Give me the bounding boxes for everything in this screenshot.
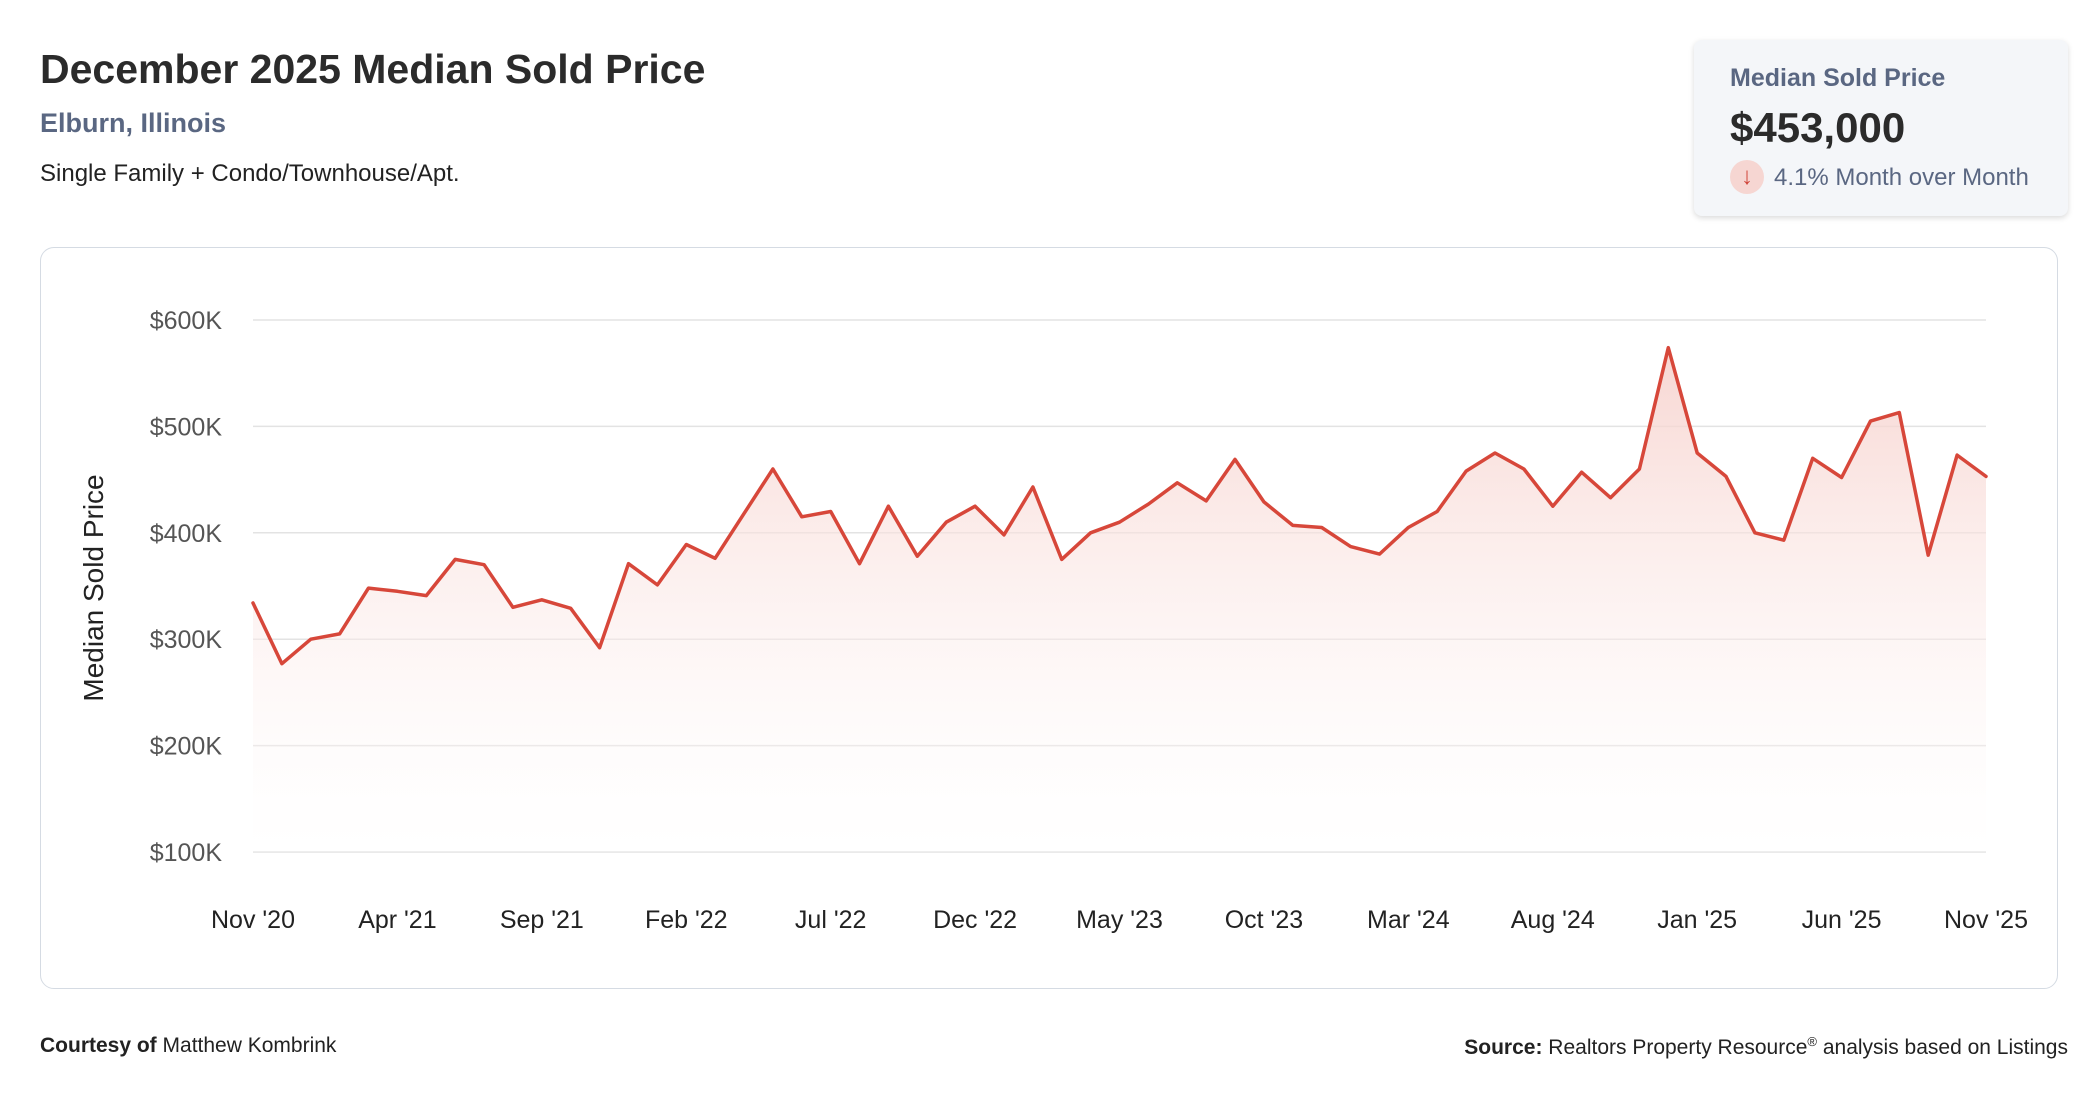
- chart-title: December 2025 Median Sold Price: [40, 46, 706, 92]
- y-tick-label: $600K: [150, 307, 223, 335]
- y-axis-label: Median Sold Price: [78, 474, 109, 701]
- courtesy-label: Courtesy of: [40, 1034, 157, 1057]
- location-subtitle: Elburn, Illinois: [40, 108, 227, 138]
- x-tick-label: May '23: [1076, 906, 1163, 934]
- stat-change-text: 4.1% Month over Month: [1774, 164, 2029, 191]
- arrow-down-icon: ↓: [1730, 160, 1764, 194]
- source-note: Source: Realtors Property Resource® anal…: [1464, 1034, 2068, 1060]
- courtesy-name: Matthew Kombrink: [162, 1034, 337, 1057]
- x-tick-label: Nov '25: [1944, 906, 2028, 934]
- x-tick-label: Apr '21: [358, 906, 436, 934]
- stat-value: $453,000: [1730, 104, 1906, 151]
- x-tick-label: Aug '24: [1511, 906, 1595, 934]
- series-area: [253, 347, 1986, 852]
- x-tick-label: Mar '24: [1367, 906, 1450, 934]
- x-tick-label: Dec '22: [933, 906, 1017, 934]
- y-tick-label: $400K: [150, 520, 223, 548]
- x-tick-label: Nov '20: [211, 906, 295, 934]
- property-type-label: Single Family + Condo/Townhouse/Apt.: [40, 160, 460, 187]
- price-chart: $100K $200K $300K $400K $500K $600K Nov '20 Ap…: [78, 307, 2028, 934]
- median-price-card: Median Sold Price $453,000 ↓ 4.1% Month …: [1694, 40, 2068, 216]
- x-tick-label: Feb '22: [645, 906, 728, 934]
- x-tick-label: Oct '23: [1225, 906, 1303, 934]
- source-suffix: analysis based on Listings: [1817, 1036, 2068, 1059]
- stat-label: Median Sold Price: [1730, 64, 1946, 92]
- source-label: Source:: [1464, 1036, 1543, 1059]
- x-tick-label: Jan '25: [1657, 906, 1737, 934]
- y-tick-label: $100K: [150, 839, 223, 867]
- y-tick-label: $500K: [150, 413, 223, 441]
- y-tick-label: $200K: [150, 733, 223, 761]
- x-tick-label: Jul '22: [795, 906, 866, 934]
- chart-panel: $100K $200K $300K $400K $500K $600K Nov '20 Ap…: [40, 247, 2058, 989]
- x-tick-label: Jun '25: [1802, 906, 1882, 934]
- courtesy-note: Courtesy of Matthew Kombrink: [40, 1034, 336, 1058]
- x-tick-label: Sep '21: [500, 906, 584, 934]
- y-tick-label: $300K: [150, 626, 223, 654]
- registered-mark: ®: [1807, 1034, 1817, 1049]
- series-line: [251, 345, 1988, 666]
- source-text: Realtors Property Resource: [1548, 1036, 1808, 1059]
